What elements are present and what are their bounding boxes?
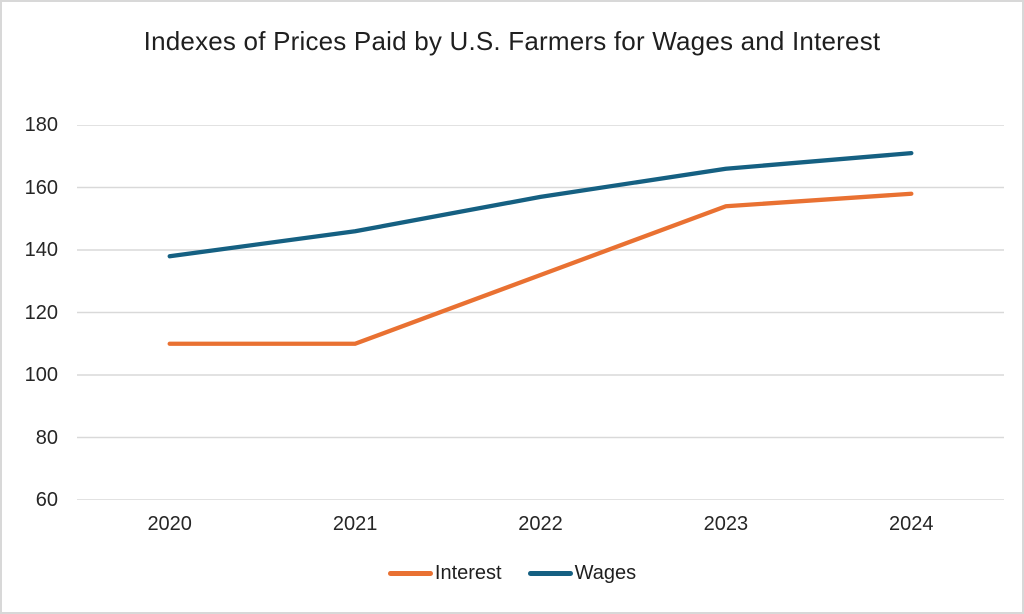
legend-swatch-wages: [527, 571, 573, 576]
x-tick-label: 2023: [703, 513, 749, 535]
legend-item-interest: Interest: [387, 562, 502, 585]
chart-title: Indexes of Prices Paid by U.S. Farmers f…: [143, 26, 881, 56]
x-tick-label: 2022: [518, 513, 563, 535]
y-tick-label: 140: [24, 239, 58, 261]
y-tick-label: 80: [35, 426, 58, 449]
y-tick-label: 120: [24, 301, 58, 324]
series-line-wages: [167, 150, 914, 259]
legend: Interest Wages: [2, 562, 1022, 585]
plot-area: [77, 125, 1004, 500]
y-tick-label: 180: [24, 114, 58, 136]
y-tick-label: 100: [24, 364, 58, 386]
legend-item-wages: Wages: [527, 562, 637, 585]
legend-swatch-interest: [387, 571, 433, 576]
x-tick-label: 2020: [147, 513, 192, 535]
series-line-interest: [167, 191, 914, 346]
y-tick-label: 160: [24, 176, 58, 199]
x-tick-label: 2024: [889, 513, 934, 535]
y-tick-label: 60: [35, 489, 58, 511]
x-tick-label: 2021: [332, 513, 378, 535]
legend-label-wages: Wages: [574, 562, 637, 584]
legend-label-interest: Interest: [434, 562, 502, 584]
